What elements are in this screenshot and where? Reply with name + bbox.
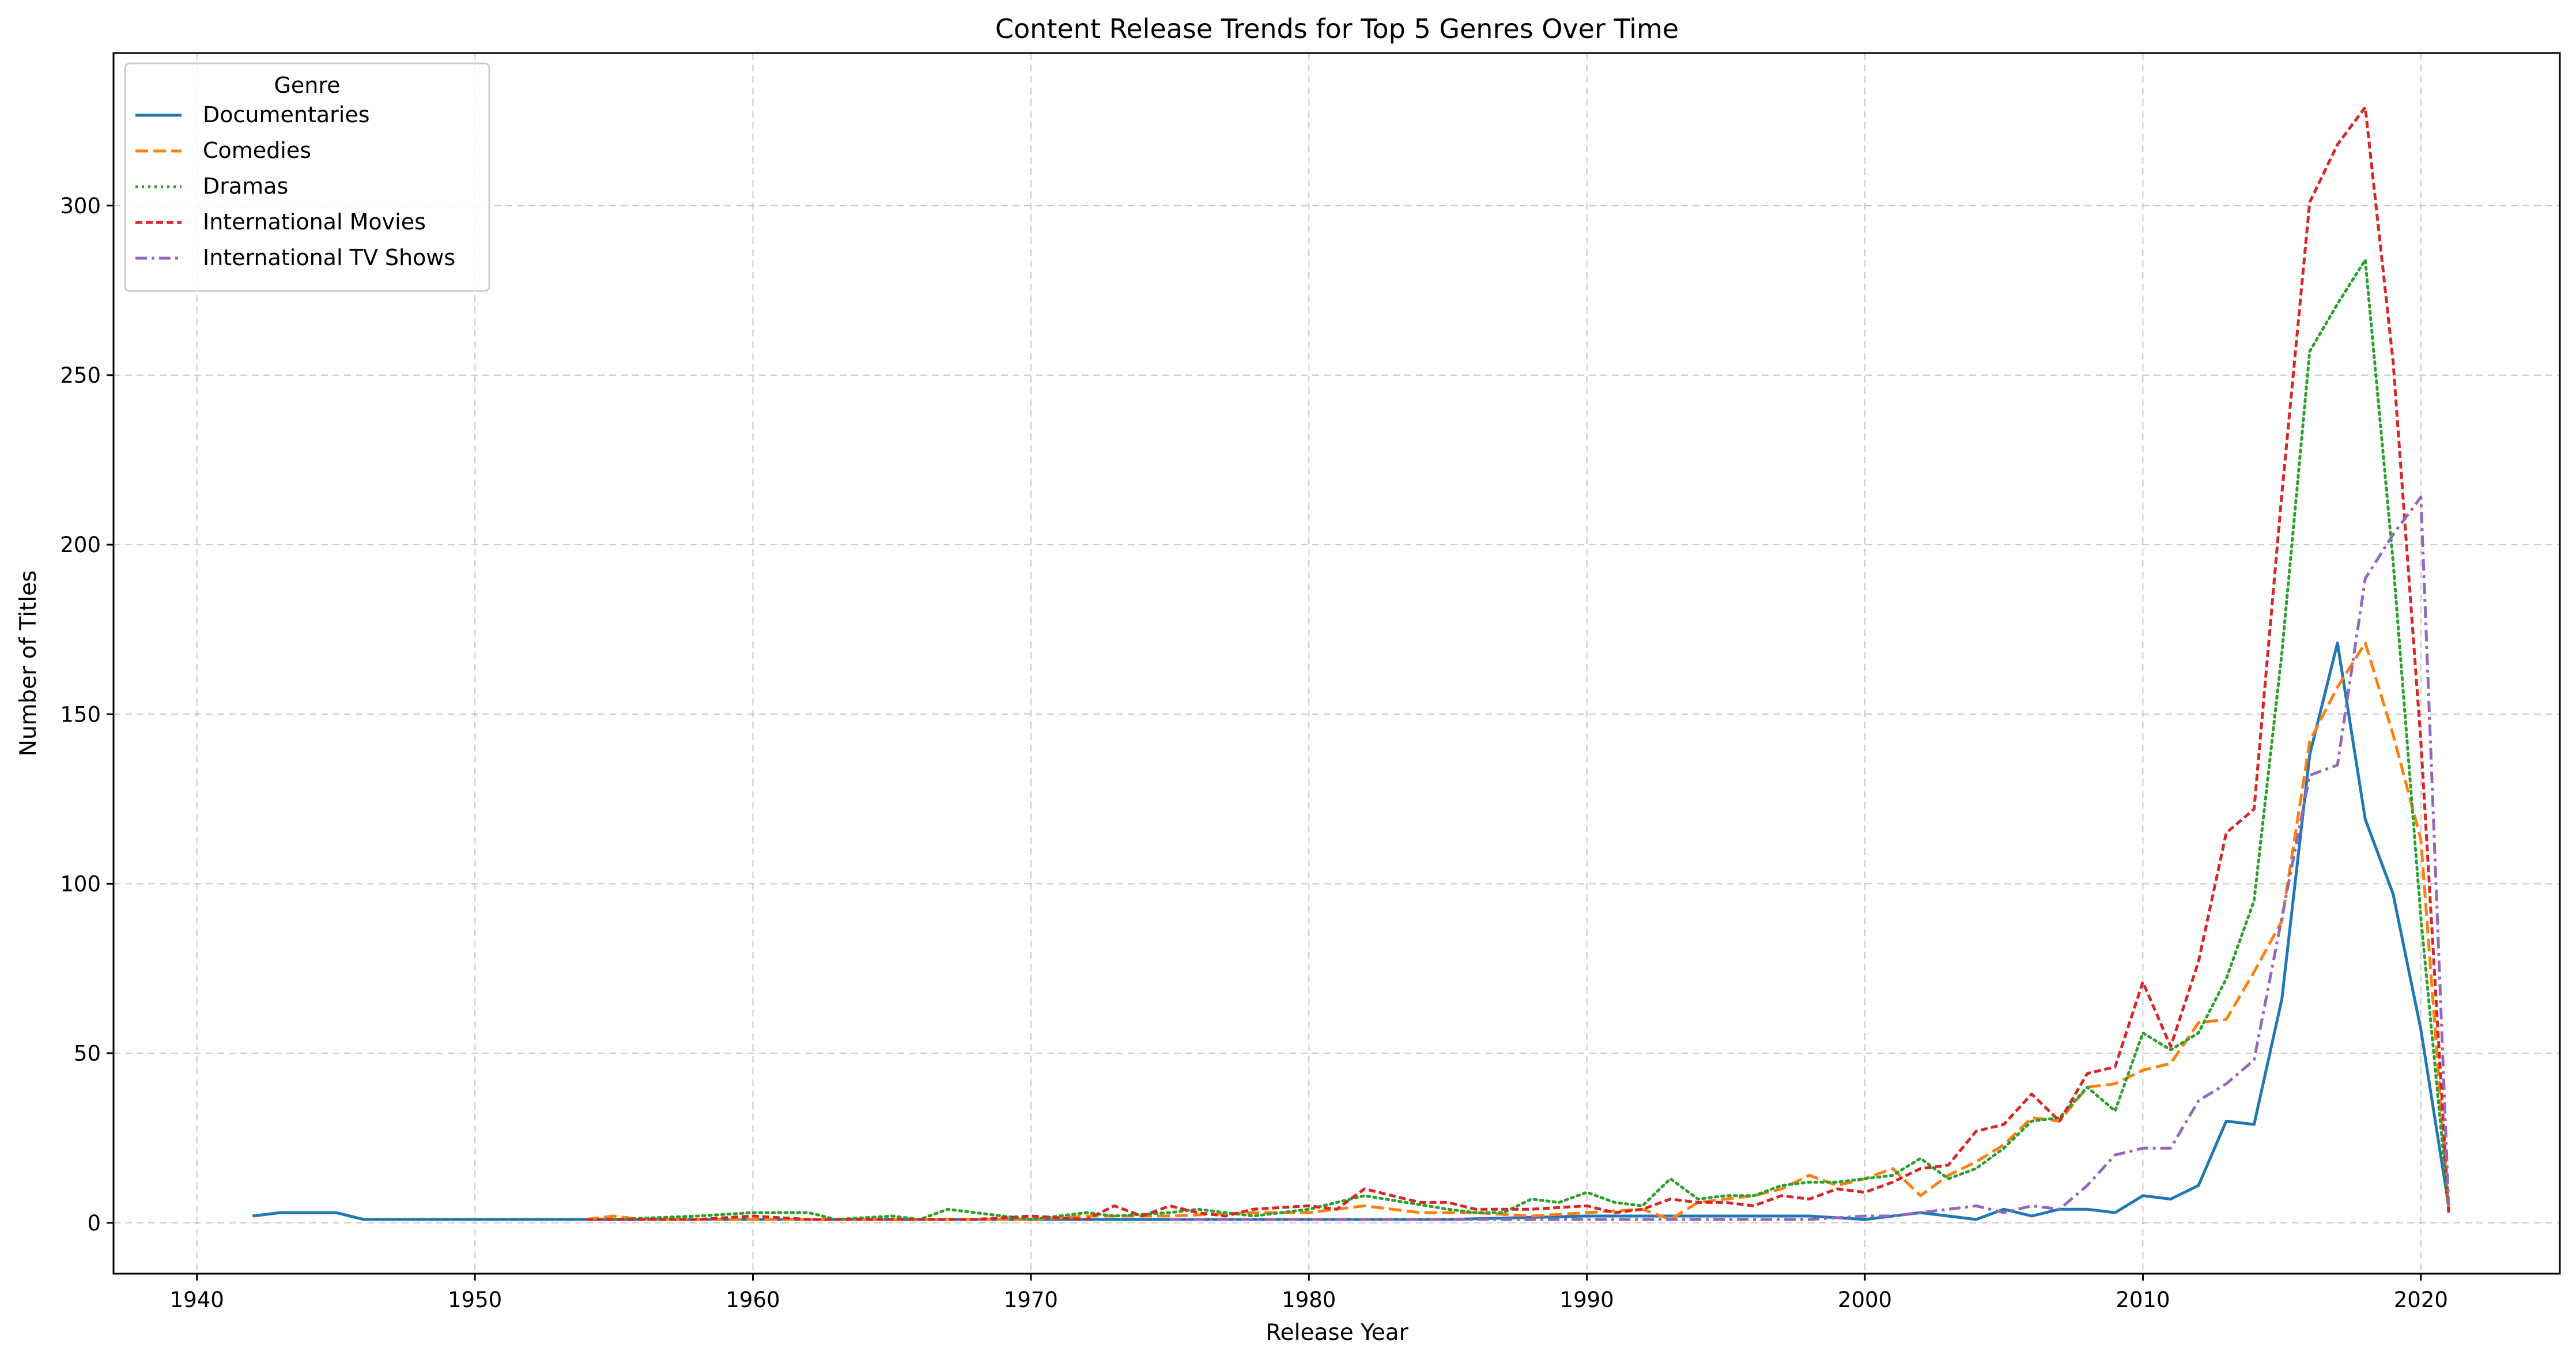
y-axis-ticks: 0 50 100 150 200 250 300 — [60, 194, 114, 1236]
legend-frame — [124, 62, 490, 292]
legend-title: Genre — [274, 73, 340, 98]
y-tick-label: 100 — [60, 871, 101, 896]
y-tick-label: 300 — [60, 194, 101, 218]
legend-label-0: Documentaries — [203, 102, 370, 127]
x-tick-label: 1940 — [170, 1288, 224, 1312]
x-axis-ticks: 1940 1950 1960 1970 1980 1990 2000 2010 2020 — [170, 1274, 2448, 1312]
y-tick-label: 250 — [60, 363, 101, 388]
y-tick-label: 0 — [87, 1211, 101, 1236]
legend: Genre Documentaries Comedies Dramas Interna… — [124, 62, 490, 292]
x-tick-label: 1970 — [1004, 1288, 1058, 1312]
series-line-4 — [1170, 496, 2450, 1221]
y-axis-label: Number of Titles — [16, 571, 41, 757]
x-tick-label: 2010 — [2116, 1288, 2170, 1312]
x-tick-label: 1950 — [448, 1288, 502, 1312]
x-tick-label: 2000 — [1838, 1288, 1892, 1312]
x-axis-label: Release Year — [1266, 1320, 1408, 1346]
x-tick-label: 1990 — [1560, 1288, 1614, 1312]
y-tick-label: 50 — [74, 1041, 101, 1066]
series-line-0 — [252, 641, 2450, 1221]
legend-label-2: Dramas — [203, 173, 288, 199]
x-tick-label: 2020 — [2394, 1288, 2448, 1312]
legend-label-1: Comedies — [203, 138, 311, 163]
plot-frame — [112, 52, 2561, 1275]
legend-label-4: International TV Shows — [203, 245, 455, 270]
legend-items: Documentaries Comedies Dramas International… — [135, 102, 455, 270]
series-line-2 — [612, 258, 2450, 1221]
legend-label-3: International Movies — [203, 209, 426, 235]
series-line-3 — [586, 105, 2450, 1221]
y-tick-label: 150 — [60, 702, 101, 727]
chart-title: Content Release Trends for Top 5 Genres … — [995, 13, 1679, 44]
x-tick-label: 1980 — [1282, 1288, 1336, 1312]
y-tick-label: 200 — [60, 533, 101, 557]
x-tick-label: 1960 — [726, 1288, 780, 1312]
series-line-1 — [586, 641, 2450, 1221]
series-lines — [252, 105, 2450, 1221]
